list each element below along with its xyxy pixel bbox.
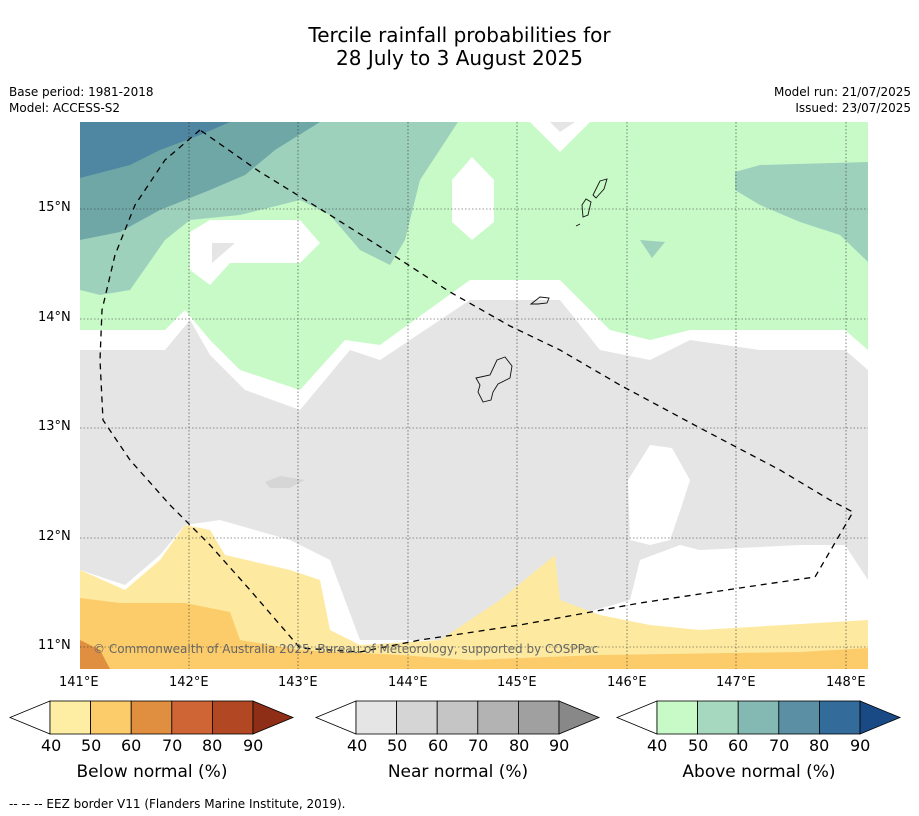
below-normal-50-region (80, 598, 868, 669)
cb1-tick-70: 70 (162, 736, 183, 755)
island-aguijan (575, 223, 581, 227)
map-area: © Commonwealth of Australia 2025, Bureau… (80, 122, 868, 669)
cb1-tick-60: 60 (121, 736, 142, 755)
lon-label-144: 144°E (388, 675, 428, 690)
cb2-tick-80: 80 (509, 736, 530, 755)
above-normal-50-region-small (640, 240, 665, 258)
lon-label-148: 148°E (826, 675, 866, 690)
grid-lines (80, 122, 868, 669)
near-normal-gap-2 (190, 220, 320, 285)
cb1-label: Below normal (%) (76, 762, 228, 782)
cb3-tick-80: 80 (809, 736, 830, 755)
lat-label-14: 14°N (38, 310, 71, 325)
base-period: Base period: 1981-2018 (9, 85, 154, 99)
near-normal-small-patch (265, 476, 305, 488)
lon-label-142: 142°E (169, 675, 209, 690)
near-normal-gap-4 (530, 122, 590, 152)
lat-label-12: 12°N (38, 529, 71, 544)
lon-label-141: 141°E (59, 675, 99, 690)
cb2-label: Near normal (%) (387, 762, 529, 782)
eez-border (99, 129, 854, 653)
cb3-tick-90: 90 (850, 736, 871, 755)
chart-title-line1: Tercile rainfall probabilities for (308, 23, 611, 47)
cb1-tick-80: 80 (202, 736, 223, 755)
cb2-tick-40: 40 (347, 736, 368, 755)
eez-footnote: -- -- -- EEZ border V11 (Flanders Marine… (9, 797, 346, 811)
cb1-tick-90: 90 (243, 736, 264, 755)
near-normal-gap-1 (452, 157, 494, 240)
cb3-label: Above normal (%) (682, 762, 836, 782)
island-guam (475, 356, 513, 403)
model-run: Model run: 21/07/2025 (773, 85, 911, 99)
model-name: Model: ACCESS-S2 (9, 101, 121, 115)
near-normal-low-patch (628, 445, 690, 545)
island-outlines (475, 178, 608, 403)
lon-label-146: 146°E (607, 675, 647, 690)
cb2-tick-50: 50 (387, 736, 408, 755)
cb2-tick-90: 90 (549, 736, 570, 755)
below-normal-40-region (80, 525, 868, 669)
lat-label-13: 13°N (38, 419, 71, 434)
cb2-tick-70: 70 (468, 736, 489, 755)
issued-date: Issued: 23/07/2025 (795, 101, 911, 115)
cb3-tick-50: 50 (688, 736, 709, 755)
lat-label-11: 11°N (38, 638, 71, 653)
cb2-tick-60: 60 (428, 736, 449, 755)
above-normal-70-region (80, 122, 230, 178)
cb1-tick-40: 40 (41, 736, 62, 755)
cb1-tick-50: 50 (81, 736, 102, 755)
island-saipan (592, 178, 608, 199)
near-normal-region (80, 300, 868, 640)
cb3-tick-70: 70 (769, 736, 790, 755)
cb3-tick-60: 60 (728, 736, 749, 755)
lon-label-143: 143°E (278, 675, 318, 690)
lon-label-147: 147°E (716, 675, 756, 690)
near-normal-gap-5 (550, 122, 575, 132)
copyright-text: © Commonwealth of Australia 2025, Bureau… (93, 642, 598, 656)
above-normal-50-region-east (735, 162, 868, 262)
lat-label-15: 15°N (38, 200, 71, 215)
chart-title-line2: 28 July to 3 August 2025 (336, 46, 583, 70)
cb3-tick-40: 40 (647, 736, 668, 755)
island-tinian (581, 198, 592, 218)
near-normal-gap-3 (212, 243, 235, 263)
island-rota (529, 296, 550, 305)
lon-label-145: 145°E (497, 675, 537, 690)
